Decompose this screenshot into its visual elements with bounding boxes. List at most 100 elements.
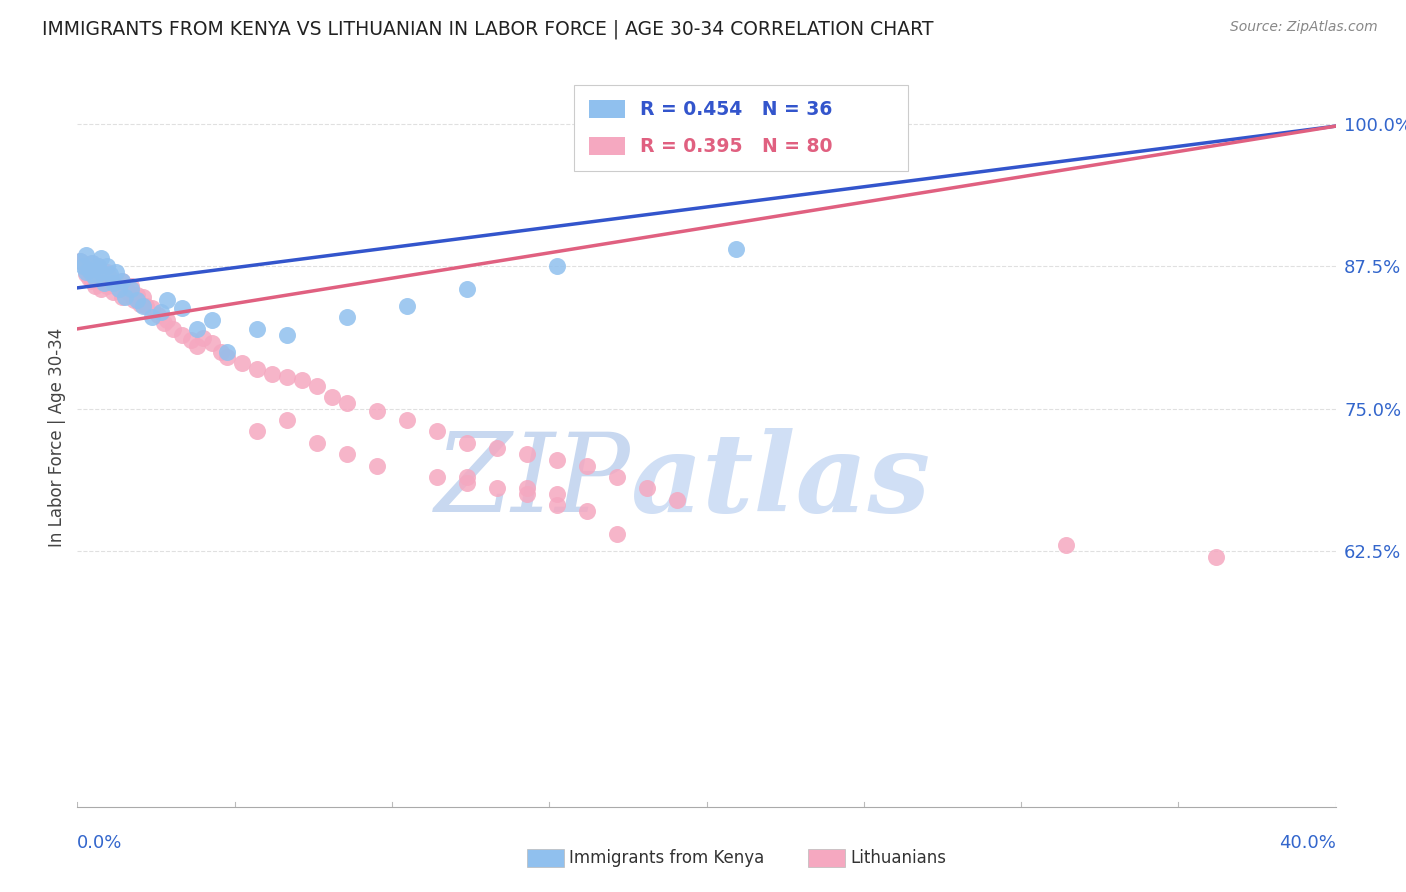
Point <box>150 305 173 319</box>
Point <box>87 274 110 288</box>
Text: atlas: atlas <box>631 428 931 535</box>
Text: IMMIGRANTS FROM KENYA VS LITHUANIAN IN LABOR FORCE | AGE 30-34 CORRELATION CHART: IMMIGRANTS FROM KENYA VS LITHUANIAN IN L… <box>42 20 934 39</box>
Point <box>276 327 298 342</box>
Point <box>186 339 208 353</box>
Point <box>546 259 568 273</box>
Point <box>231 356 253 370</box>
Point <box>75 259 97 273</box>
Point <box>141 310 163 325</box>
Point <box>69 253 91 268</box>
Point <box>262 368 284 382</box>
Point <box>246 361 269 376</box>
Point <box>180 333 202 347</box>
Point <box>217 344 239 359</box>
Point <box>120 282 142 296</box>
Point <box>336 396 359 410</box>
Point <box>148 308 170 322</box>
Point <box>98 270 121 285</box>
Point <box>82 274 104 288</box>
Point <box>103 277 125 291</box>
Point <box>305 379 328 393</box>
Point <box>546 499 568 513</box>
Point <box>246 425 269 439</box>
Point <box>84 265 107 279</box>
Point <box>456 435 478 450</box>
Point <box>108 282 131 296</box>
Point <box>725 242 748 256</box>
FancyBboxPatch shape <box>589 100 624 119</box>
Point <box>120 278 142 293</box>
Point <box>395 413 418 427</box>
Point <box>90 282 112 296</box>
FancyBboxPatch shape <box>575 86 908 170</box>
Point <box>546 453 568 467</box>
Point <box>209 344 232 359</box>
Point <box>162 322 184 336</box>
Point <box>516 487 538 501</box>
Point <box>90 267 112 281</box>
Point <box>72 256 94 270</box>
Point <box>456 475 478 490</box>
Point <box>321 390 343 404</box>
Point <box>84 278 107 293</box>
Point <box>132 299 155 313</box>
Point <box>75 248 97 262</box>
Point <box>1054 538 1077 552</box>
Point <box>87 259 110 273</box>
Point <box>103 285 125 300</box>
Point <box>606 527 628 541</box>
Point <box>217 351 239 365</box>
Point <box>516 481 538 495</box>
Point <box>456 470 478 484</box>
Point <box>82 267 104 281</box>
Point <box>111 290 134 304</box>
Point <box>69 253 91 268</box>
Point <box>191 331 215 345</box>
Point <box>127 293 149 308</box>
Point <box>122 293 145 308</box>
Text: Source: ZipAtlas.com: Source: ZipAtlas.com <box>1230 20 1378 34</box>
Text: Immigrants from Kenya: Immigrants from Kenya <box>569 849 765 867</box>
Text: ZIP: ZIP <box>434 428 631 535</box>
Point <box>366 404 388 418</box>
Point <box>172 301 194 316</box>
Point <box>276 413 298 427</box>
Point <box>1205 549 1227 564</box>
Point <box>103 277 125 291</box>
Point <box>516 447 538 461</box>
Point <box>336 447 359 461</box>
Point <box>201 312 224 326</box>
Point <box>201 335 224 350</box>
Point <box>172 327 194 342</box>
Point <box>75 265 97 279</box>
Point <box>108 282 131 296</box>
Point <box>87 259 110 273</box>
Point <box>141 301 163 316</box>
Text: 40.0%: 40.0% <box>1279 834 1336 852</box>
Point <box>426 425 449 439</box>
Point <box>485 442 508 456</box>
Point <box>96 278 118 293</box>
Point <box>105 265 128 279</box>
Point <box>111 274 134 288</box>
Point <box>129 297 152 311</box>
Point <box>135 299 157 313</box>
Point <box>96 259 118 273</box>
Point <box>276 369 298 384</box>
Point <box>111 274 134 288</box>
Point <box>485 481 508 495</box>
Text: R = 0.454   N = 36: R = 0.454 N = 36 <box>640 100 832 119</box>
Point <box>132 290 155 304</box>
Point <box>665 492 688 507</box>
Point <box>105 278 128 293</box>
Point <box>127 287 149 301</box>
Point <box>606 470 628 484</box>
Point <box>426 470 449 484</box>
Point <box>305 435 328 450</box>
Point <box>79 262 101 277</box>
Point <box>79 262 101 277</box>
Point <box>246 322 269 336</box>
Point <box>336 310 359 325</box>
Point <box>84 270 107 285</box>
Text: 0.0%: 0.0% <box>77 834 122 852</box>
